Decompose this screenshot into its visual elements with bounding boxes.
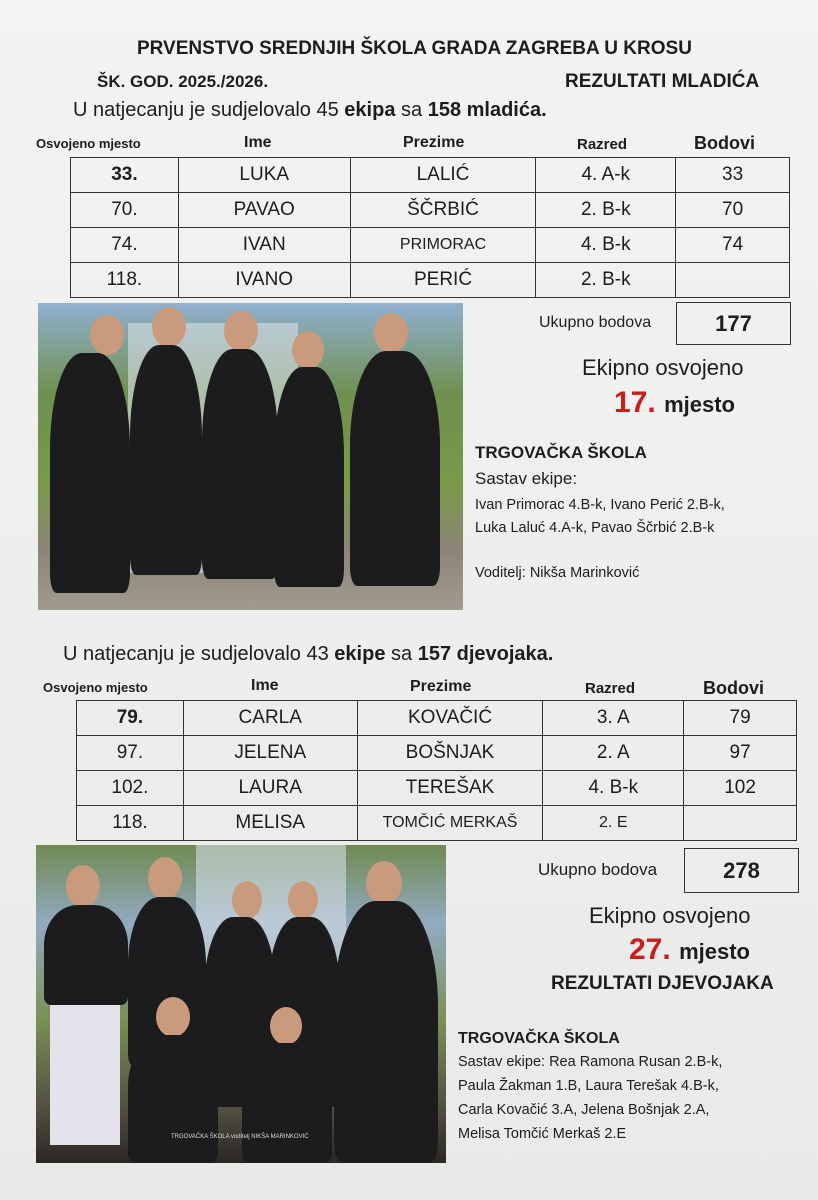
place-cell: 74. [70, 227, 179, 263]
place-cell: 102. [76, 770, 184, 806]
boys-team-result: 17. mjesto [614, 386, 735, 420]
class-cell: 2. B-k [535, 192, 677, 228]
points-cell: 79 [683, 700, 797, 736]
boys-coach: Voditelj: Nikša Marinković [475, 565, 640, 581]
girls-lineup-line: Paula Žakman 1.B, Laura Terešak 4.B-k, [458, 1078, 719, 1094]
photo-caption: TRGOVAČKA ŠKOLA voditelj NIKŠA MARINKOVI… [171, 1134, 309, 1140]
table-row: 74. IVAN PRIMORAC 4. B-k 74 [70, 227, 790, 263]
girls-team-label: Ekipno osvojeno [589, 903, 751, 928]
table-row: 70. PAVAO ŠČRBIĆ 2. B-k 70 [70, 192, 790, 228]
girls-team-place: 27. [629, 933, 671, 966]
girls-team-result: 27. mjesto [629, 933, 750, 967]
first-name-cell: IVANO [177, 262, 351, 298]
girls-results-table: 79. CARLA KOVAČIĆ 3. A 79 97. JELENA BOŠNJAK 2.… [76, 700, 797, 841]
first-name-cell: IVAN [177, 227, 351, 263]
col-header-last: Prezime [403, 134, 465, 151]
last-name-cell: PERIĆ [349, 262, 537, 298]
col-header-last: Prezime [410, 678, 472, 695]
first-name-cell: MELISA [182, 805, 358, 841]
col-header-class: Razred [577, 136, 628, 153]
last-name-cell: BOŠNJAK [356, 735, 544, 771]
place-cell: 70. [70, 192, 179, 228]
girls-intro: U natjecanju je sudjelovalo 43 ekipe sa … [63, 643, 554, 665]
last-name-cell: TOMČIĆ MERKAŠ [356, 805, 544, 841]
girls-lineup-line: Melisa Tomčić Merkaš 2.E [458, 1126, 627, 1142]
boys-team-place: 17. [614, 386, 656, 419]
place-cell: 33. [70, 157, 179, 193]
table-row: 33. LUKA LALIĆ 4. A-k 33 [70, 157, 790, 193]
col-header-points: Bodovi [694, 133, 755, 153]
first-name-cell: JELENA [182, 735, 358, 771]
boys-school: TRGOVAČKA ŠKOLA [475, 443, 647, 462]
col-header-place: Osvojeno mjesto [36, 136, 141, 151]
girls-lineup-line: Sastav ekipe: Rea Ramona Rusan 2.B-k, [458, 1054, 723, 1070]
table-row: 118. IVANO PERIĆ 2. B-k [70, 262, 790, 298]
place-cell: 79. [76, 700, 184, 736]
last-name-cell: TEREŠAK [356, 770, 544, 806]
place-word: mjesto [664, 392, 735, 417]
points-cell: 70 [675, 192, 790, 228]
boys-lineup-label: Sastav ekipe: [475, 469, 578, 488]
first-name-cell: LAURA [182, 770, 358, 806]
last-name-cell: LALIĆ [349, 157, 537, 193]
boys-team-label: Ekipno osvojeno [582, 355, 744, 380]
last-name-cell: KOVAČIĆ [356, 700, 544, 736]
last-name-cell: PRIMORAC [349, 227, 537, 263]
table-row: 97. JELENA BOŠNJAK 2. A 97 [76, 735, 797, 771]
col-header-first: Ime [244, 134, 272, 151]
boys-team-photo [38, 303, 463, 610]
first-name-cell: LUKA [177, 157, 351, 193]
place-cell: 118. [76, 805, 184, 841]
place-word: mjesto [679, 939, 750, 964]
col-header-place: Osvojeno mjesto [43, 680, 148, 695]
table-row: 79. CARLA KOVAČIĆ 3. A 79 [76, 700, 797, 736]
col-header-points: Bodovi [703, 678, 764, 698]
col-header-class: Razred [585, 680, 636, 697]
first-name-cell: PAVAO [177, 192, 351, 228]
boys-lineup-line: Luka Laluć 4.A-k, Pavao Ščrbić 2.B-k [475, 520, 715, 536]
girls-lineup-line: Carla Kovačić 3.A, Jelena Bošnjak 2.A, [458, 1102, 710, 1118]
girls-total: 278 [684, 848, 799, 893]
class-cell: 2. E [542, 805, 685, 841]
points-cell: 97 [683, 735, 797, 771]
points-cell [683, 805, 797, 841]
points-cell: 102 [683, 770, 797, 806]
class-cell: 4. B-k [535, 227, 677, 263]
points-cell [675, 262, 790, 298]
first-name-cell: CARLA [182, 700, 358, 736]
last-name-cell: ŠČRBIĆ [349, 192, 537, 228]
table-row: 118. MELISA TOMČIĆ MERKAŠ 2. E [76, 805, 797, 841]
section-title-boys: REZULTATI MLADIĆA [565, 71, 760, 92]
points-cell: 33 [675, 157, 790, 193]
section-title-girls: REZULTATI DJEVOJAKA [551, 973, 774, 994]
class-cell: 4. B-k [542, 770, 685, 806]
class-cell: 2. B-k [535, 262, 677, 298]
boys-total-label: Ukupno bodova [539, 314, 652, 331]
class-cell: 3. A [542, 700, 685, 736]
boys-intro: U natjecanju je sudjelovalo 45 ekipa sa … [73, 99, 547, 121]
table-row: 102. LAURA TEREŠAK 4. B-k 102 [76, 770, 797, 806]
girls-team-photo: TRGOVAČKA ŠKOLA voditelj NIKŠA MARINKOVI… [36, 845, 446, 1163]
boys-lineup-line: Ivan Primorac 4.B-k, Ivano Perić 2.B-k, [475, 497, 725, 513]
col-header-first: Ime [251, 677, 279, 694]
boys-results-table: 33. LUKA LALIĆ 4. A-k 33 70. PAVAO ŠČRBIĆ 2. B-… [70, 157, 790, 298]
place-cell: 97. [76, 735, 184, 771]
points-cell: 74 [675, 227, 790, 263]
class-cell: 2. A [542, 735, 685, 771]
girls-school: TRGOVAČKA ŠKOLA [458, 1030, 620, 1047]
page-title: PRVENSTVO SREDNJIH ŠKOLA GRADA ZAGREBA U… [137, 38, 692, 59]
class-cell: 4. A-k [535, 157, 677, 193]
boys-total: 177 [676, 302, 791, 345]
place-cell: 118. [70, 262, 179, 298]
girls-total-label: Ukupno bodova [538, 860, 658, 879]
school-year: ŠK. GOD. 2025./2026. [97, 72, 269, 91]
